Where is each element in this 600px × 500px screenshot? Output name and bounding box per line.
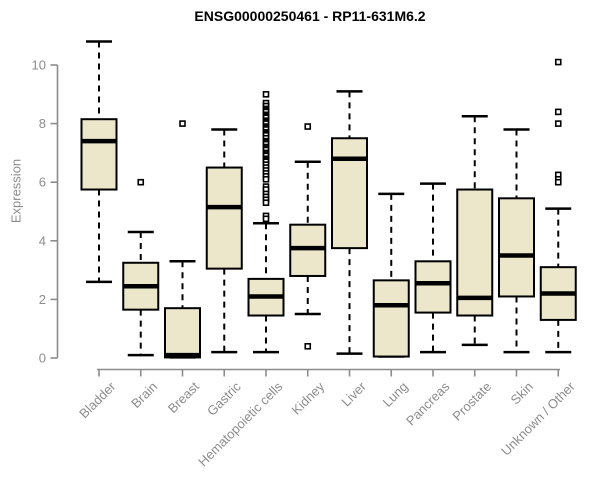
x-category-label: Pancreas: [403, 379, 453, 429]
iqr-box: [164, 307, 201, 359]
x-category-label: Liver: [338, 378, 369, 409]
outlier-point: [554, 108, 562, 116]
y-tick-label: 6: [39, 175, 46, 190]
x-category-label: Unknown / Other: [498, 378, 578, 458]
iqr-box: [456, 188, 494, 317]
box-breast: [164, 120, 201, 359]
y-tick-label: 2: [39, 292, 46, 307]
outlier-point: [179, 120, 186, 127]
outlier-point: [554, 120, 562, 127]
box-lung: [372, 192, 410, 358]
y-tick-label: 4: [39, 233, 46, 248]
box-liver: [331, 90, 368, 355]
iqr-box: [372, 279, 410, 358]
x-category-label: Lung: [380, 379, 411, 410]
x-category-label: Bladder: [76, 378, 119, 421]
x-category-label: Skin: [507, 379, 535, 407]
iqr-box: [498, 197, 535, 298]
iqr-box: [331, 137, 368, 250]
x-category-label: Kidney: [289, 379, 328, 418]
y-tick-label: 10: [32, 58, 46, 73]
box-gastric: [205, 128, 243, 354]
box-prostate: [456, 115, 494, 347]
outlier-point: [554, 58, 562, 66]
box-hematopoietic-cells: [247, 91, 285, 354]
iqr-box: [414, 260, 452, 314]
outlier-point: [304, 123, 312, 130]
outlier-point: [262, 175, 270, 183]
x-category-label: Brain: [128, 379, 160, 411]
box-skin: [498, 128, 535, 354]
y-tick-label: 0: [39, 351, 46, 366]
box-unknown-other: [539, 58, 577, 354]
iqr-box: [80, 118, 118, 191]
y-axis: 0 2 4 6 8 10: [32, 58, 59, 366]
box-brain: [122, 178, 160, 357]
chart-title: ENSG00000250461 - RP11-631M6.2: [194, 8, 426, 24]
x-category-label: Gastric: [204, 379, 244, 419]
outlier-point: [262, 215, 270, 223]
outlier-point: [137, 178, 145, 186]
box-bladder: [80, 40, 118, 284]
box-pancreas: [414, 182, 452, 354]
outlier-point: [554, 178, 562, 186]
outlier-point: [262, 91, 270, 98]
x-category-label: Prostate: [449, 379, 494, 424]
iqr-box: [205, 166, 243, 270]
y-tick-label: 8: [39, 116, 46, 131]
outlier-point: [304, 342, 312, 350]
outlier-point: [262, 199, 270, 207]
x-category-label: Breast: [165, 379, 202, 416]
box-kidney: [289, 123, 327, 350]
